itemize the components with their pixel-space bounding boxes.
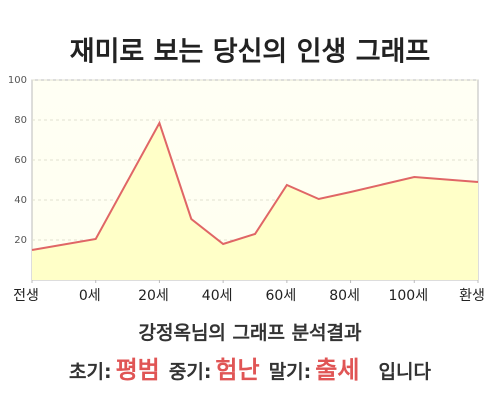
stage-label: 초기:: [69, 361, 112, 383]
x-tick-label: 20세: [138, 288, 169, 304]
stage-value: 평범: [115, 356, 160, 384]
y-tick-label: 40: [14, 195, 27, 206]
result-heading: 강정옥님의 그래프 분석결과: [138, 322, 362, 344]
x-tick-label: 100세: [388, 288, 428, 304]
y-tick-label: 60: [14, 155, 27, 166]
result-line: 초기: 평범 중기: 험난 말기: 출세 입니다: [0, 350, 500, 385]
x-tick-label: 80세: [329, 288, 360, 304]
x-tick-label: 0세: [79, 288, 101, 304]
y-tick-label: 100: [8, 75, 27, 86]
line: [31, 120, 479, 251]
x-tick-label: 환생: [459, 288, 485, 304]
x-tick-label: 40세: [202, 288, 233, 304]
chart-title: 재미로 보는 당신의 인생 그래프: [70, 37, 431, 68]
suffix: 입니다: [378, 361, 431, 383]
y-tick-label: 20: [14, 235, 27, 246]
area: [32, 123, 478, 280]
x-tick-label: 60세: [266, 288, 297, 304]
chart: 재미로 보는 당신의 인생 그래프 20 40 60 80 100 전생 0세 20세 40세 6…: [8, 37, 485, 305]
x-tick-label: 전생: [13, 288, 39, 304]
y-tick-label: 80: [14, 115, 27, 126]
stage-value: 출세: [315, 356, 360, 384]
stage-value: 험난: [215, 356, 260, 384]
stage-label: 중기:: [168, 361, 212, 383]
stage-label: 말기:: [268, 361, 312, 383]
